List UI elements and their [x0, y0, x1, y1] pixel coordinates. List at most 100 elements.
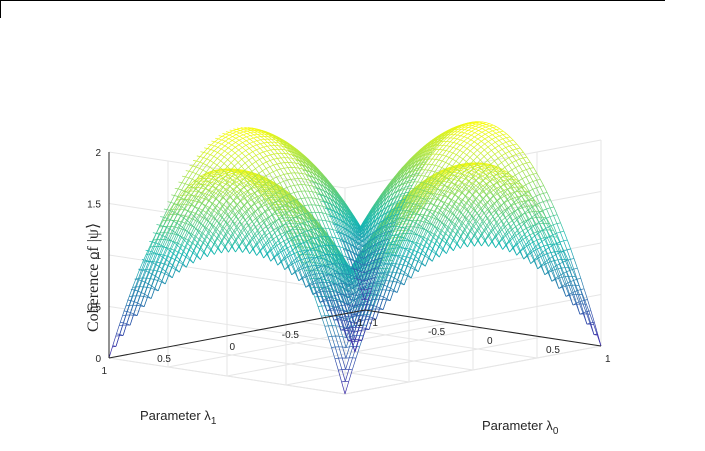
surface-segment	[126, 312, 131, 324]
surface-segment	[147, 295, 152, 299]
surface-segment	[130, 312, 134, 315]
surface-segment	[216, 229, 222, 234]
surface-segment	[270, 153, 275, 156]
surface-segment	[108, 346, 113, 359]
surface-segment	[352, 346, 357, 358]
surface-segment	[228, 147, 232, 151]
surface-segment	[148, 262, 153, 273]
surface-segment	[276, 168, 281, 171]
surface-segment	[210, 160, 214, 163]
surface-segment	[277, 162, 281, 165]
surface-segment	[214, 174, 219, 177]
surface-segment	[218, 178, 223, 182]
surface-segment	[213, 147, 219, 152]
surface-segment	[192, 228, 197, 235]
surface-segment	[253, 186, 258, 188]
surface-segment	[140, 281, 146, 293]
surface-segment	[348, 357, 353, 370]
surface-segment	[207, 178, 212, 180]
surface-segment	[208, 196, 213, 202]
surface-segment	[195, 188, 199, 192]
surface-segment	[169, 221, 175, 230]
surface-segment	[262, 163, 267, 169]
surface-segment	[278, 229, 283, 238]
surface-segment	[158, 268, 163, 279]
surface-segment	[174, 252, 180, 260]
surface-segment	[212, 193, 217, 198]
surface-segment	[119, 321, 124, 324]
surface-segment	[259, 159, 264, 165]
surface-segment	[182, 175, 186, 178]
surface-segment	[174, 235, 179, 243]
surface-segment	[228, 142, 233, 146]
surface-segment	[175, 255, 180, 260]
surface-segment	[266, 161, 271, 167]
surface-segment	[342, 326, 347, 329]
surface-segment	[159, 234, 164, 237]
surface-segment	[217, 146, 222, 150]
surface-segment	[342, 336, 347, 348]
surface-segment	[266, 154, 271, 157]
surface-segment	[137, 290, 142, 293]
surface-segment	[226, 188, 231, 192]
surface-segment	[259, 146, 264, 149]
surface-segment	[143, 295, 149, 307]
surface-segment	[226, 200, 231, 205]
surface-segment	[221, 140, 226, 145]
surface-segment	[355, 346, 360, 359]
surface-segment	[233, 194, 238, 198]
surface-segment	[290, 186, 295, 193]
surface-segment	[221, 139, 226, 142]
surface-segment	[164, 256, 169, 265]
surface-segment	[232, 186, 237, 190]
surface-segment	[169, 228, 174, 232]
surface-segment	[270, 204, 275, 211]
surface-segment	[262, 238, 268, 245]
surface-segment	[204, 189, 209, 194]
surface-segment	[238, 245, 243, 253]
surface-segment	[140, 292, 145, 295]
surface-segment	[305, 240, 310, 248]
surface-segment	[274, 232, 279, 241]
surface-segment	[341, 357, 346, 370]
surface-segment	[295, 271, 300, 281]
surface-segment	[132, 295, 137, 306]
surface-segment	[223, 215, 228, 220]
surface-segment	[242, 174, 247, 177]
surface-segment	[341, 270, 346, 279]
surface-segment	[299, 234, 304, 243]
surface-segment	[234, 155, 239, 160]
surface-segment	[238, 152, 243, 157]
surface-segment	[173, 220, 178, 228]
surface-segment	[270, 256, 275, 262]
surface-segment	[195, 228, 200, 232]
surface-segment	[156, 246, 161, 255]
surface-segment	[189, 258, 194, 264]
surface-segment	[293, 191, 298, 193]
surface-segment	[239, 227, 244, 234]
surface-segment	[222, 133, 226, 135]
surface-segment	[192, 166, 197, 173]
surface-segment	[307, 220, 312, 222]
surface-segment	[274, 204, 279, 210]
surface-segment	[287, 245, 292, 249]
surface-segment	[181, 176, 186, 183]
surface-segment	[255, 159, 260, 162]
surface-segment	[212, 202, 217, 206]
surface-segment	[338, 293, 342, 296]
surface-segment	[304, 257, 309, 259]
surface-segment	[156, 224, 160, 226]
surface-segment	[156, 232, 161, 240]
surface-segment	[152, 251, 156, 254]
surface-segment	[177, 227, 182, 230]
surface-segment	[242, 144, 247, 148]
surface-segment	[195, 173, 200, 176]
surface-segment	[202, 217, 207, 221]
surface-segment	[197, 183, 202, 188]
surface-segment	[133, 290, 139, 302]
surface-segment	[243, 134, 247, 138]
surface-segment	[189, 164, 193, 167]
surface-segment	[157, 280, 163, 292]
surface-segment	[267, 229, 272, 237]
surface-segment	[169, 209, 174, 215]
